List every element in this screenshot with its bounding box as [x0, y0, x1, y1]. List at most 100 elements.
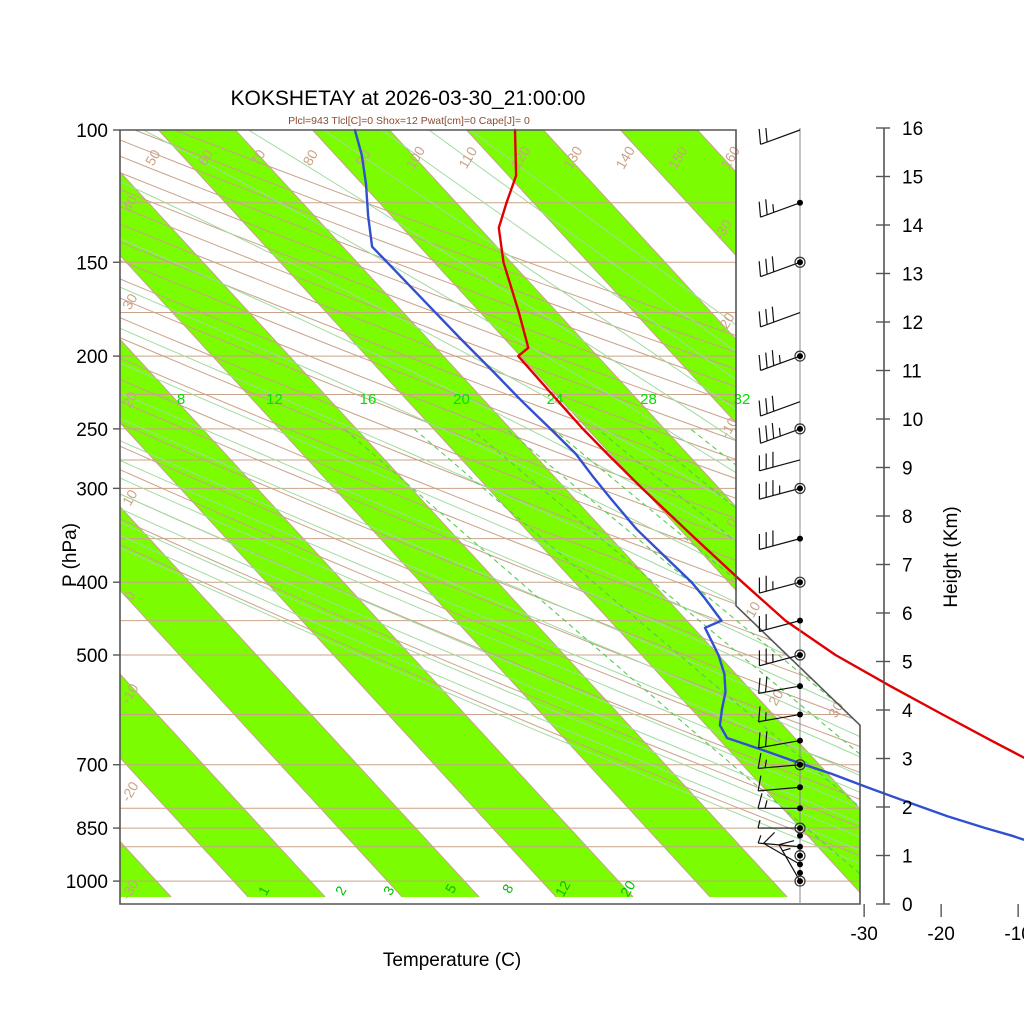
height-tick-label: 14	[902, 216, 924, 237]
wind-level-marker-open	[794, 759, 806, 771]
isotherm	[120, 130, 249, 898]
mixing-ratio-line	[413, 428, 860, 898]
isotherm-label-right: 10	[742, 599, 764, 621]
dry-adiabat	[120, 130, 860, 897]
dry-adiabat	[120, 130, 860, 897]
mixing-ratio-line	[552, 428, 860, 898]
wind-barb	[758, 199, 801, 218]
wind-barb	[758, 530, 801, 551]
dry-adiabat-label: 70	[247, 147, 269, 169]
wind-barb	[758, 128, 801, 145]
wind-level-marker	[797, 683, 803, 690]
wind-level-marker	[797, 832, 803, 839]
moist-adiabat-label-group: 8 12 16 20 24 28 32	[177, 391, 751, 408]
wind-level-marker	[797, 861, 803, 868]
moist-adiabat	[120, 130, 860, 898]
moist-adiabat	[120, 130, 860, 898]
height-tick-label: 5	[902, 653, 913, 674]
moist-adiabat	[120, 130, 860, 898]
pressure-tick-label: 100	[76, 121, 108, 142]
wind-level-marker	[797, 353, 803, 360]
moist-adiabat	[120, 130, 860, 898]
isotherm	[543, 130, 860, 898]
wind-level-marker	[797, 825, 803, 832]
mixing-ratio-label: 20	[617, 878, 639, 900]
dry-adiabat	[120, 130, 860, 897]
dry-adiabat	[120, 130, 860, 897]
pressure-tick-label: 850	[76, 819, 108, 840]
shading-band	[120, 130, 326, 897]
shading-band	[158, 130, 860, 897]
wind-level-marker-open	[794, 482, 806, 494]
moist-adiabat	[120, 130, 860, 898]
wind-barb	[758, 614, 801, 633]
wind-barb-staff	[757, 128, 806, 904]
wind-barb	[758, 575, 801, 594]
moist-adiabat	[120, 130, 860, 898]
pressure-tick-label: 150	[76, 253, 108, 274]
shading-band	[120, 130, 480, 897]
dry-adiabat	[120, 130, 860, 897]
y2-axis-label: Height (Km)	[941, 506, 962, 607]
moist-adiabat-label: 28	[640, 391, 657, 408]
moist-adiabat	[120, 130, 860, 898]
temperature-tick-label: -20	[927, 924, 954, 945]
mixing-ratio-label: 12	[552, 878, 574, 900]
wind-level-marker	[797, 579, 803, 586]
dry-adiabat	[120, 130, 860, 897]
pressure-tick-label: 400	[76, 573, 108, 594]
wind-level-marker-open	[794, 350, 806, 362]
wind-level-marker	[797, 761, 803, 768]
moist-adiabat	[120, 130, 860, 898]
wind-level-marker	[797, 651, 803, 658]
height-tick-label: 9	[902, 459, 913, 480]
moist-adiabat	[120, 130, 860, 898]
pressure-tick-label: 200	[76, 347, 108, 368]
height-tick-label: 1	[902, 847, 913, 868]
wind-barb	[758, 480, 801, 500]
wind-level-marker-open	[794, 875, 806, 887]
isotherm	[120, 130, 788, 898]
moist-adiabat	[120, 130, 860, 898]
moist-adiabat	[120, 130, 860, 898]
dry-adiabat-label: 60	[194, 147, 216, 169]
height-tick-label: 6	[902, 604, 913, 625]
isotherm	[120, 130, 711, 898]
isotherm	[120, 130, 634, 898]
dry-adiabat	[120, 130, 860, 897]
moist-adiabat-label: 16	[360, 391, 377, 408]
dry-adiabat	[120, 130, 860, 897]
wind-barb	[758, 395, 801, 417]
isotherm	[120, 130, 480, 898]
height-tick-label: 16	[902, 119, 923, 140]
height-tick-label: 3	[902, 750, 913, 771]
dry-adiabat	[120, 130, 860, 897]
wind-barb	[758, 676, 801, 694]
pressure-axis-ticks: 100 150 200 250 300 400 500 700 850 1000	[66, 121, 120, 893]
moist-adiabat	[120, 130, 860, 898]
wind-barb	[758, 306, 801, 328]
moist-adiabat-label: 12	[266, 391, 283, 408]
moist-adiabat-label: 8	[177, 391, 185, 408]
pressure-tick-label: 250	[76, 420, 108, 441]
height-tick-label: 10	[902, 410, 923, 431]
dry-adiabat	[120, 130, 860, 897]
wind-level-marker	[797, 878, 803, 885]
moist-adiabat	[248, 130, 860, 898]
wind-barb	[757, 793, 800, 809]
dry-adiabat	[120, 130, 860, 897]
temperature-tick-label: -10	[1004, 924, 1024, 945]
page-title: KOKSHETAY at 2026-03-30_21:00:00	[231, 87, 586, 110]
wind-barb	[758, 706, 801, 723]
wind-level-marker	[797, 737, 803, 744]
isotherm-label-left: 20	[119, 389, 141, 411]
mixing-ratio-line	[470, 428, 860, 898]
dry-adiabat-label: 50	[142, 147, 164, 169]
pressure-tick-label: 500	[76, 646, 108, 667]
wind-barb	[758, 350, 801, 372]
dewpoint-profile-line	[353, 128, 1024, 842]
moist-adiabat-label: 20	[453, 391, 470, 408]
height-tick-label: 0	[902, 895, 913, 916]
